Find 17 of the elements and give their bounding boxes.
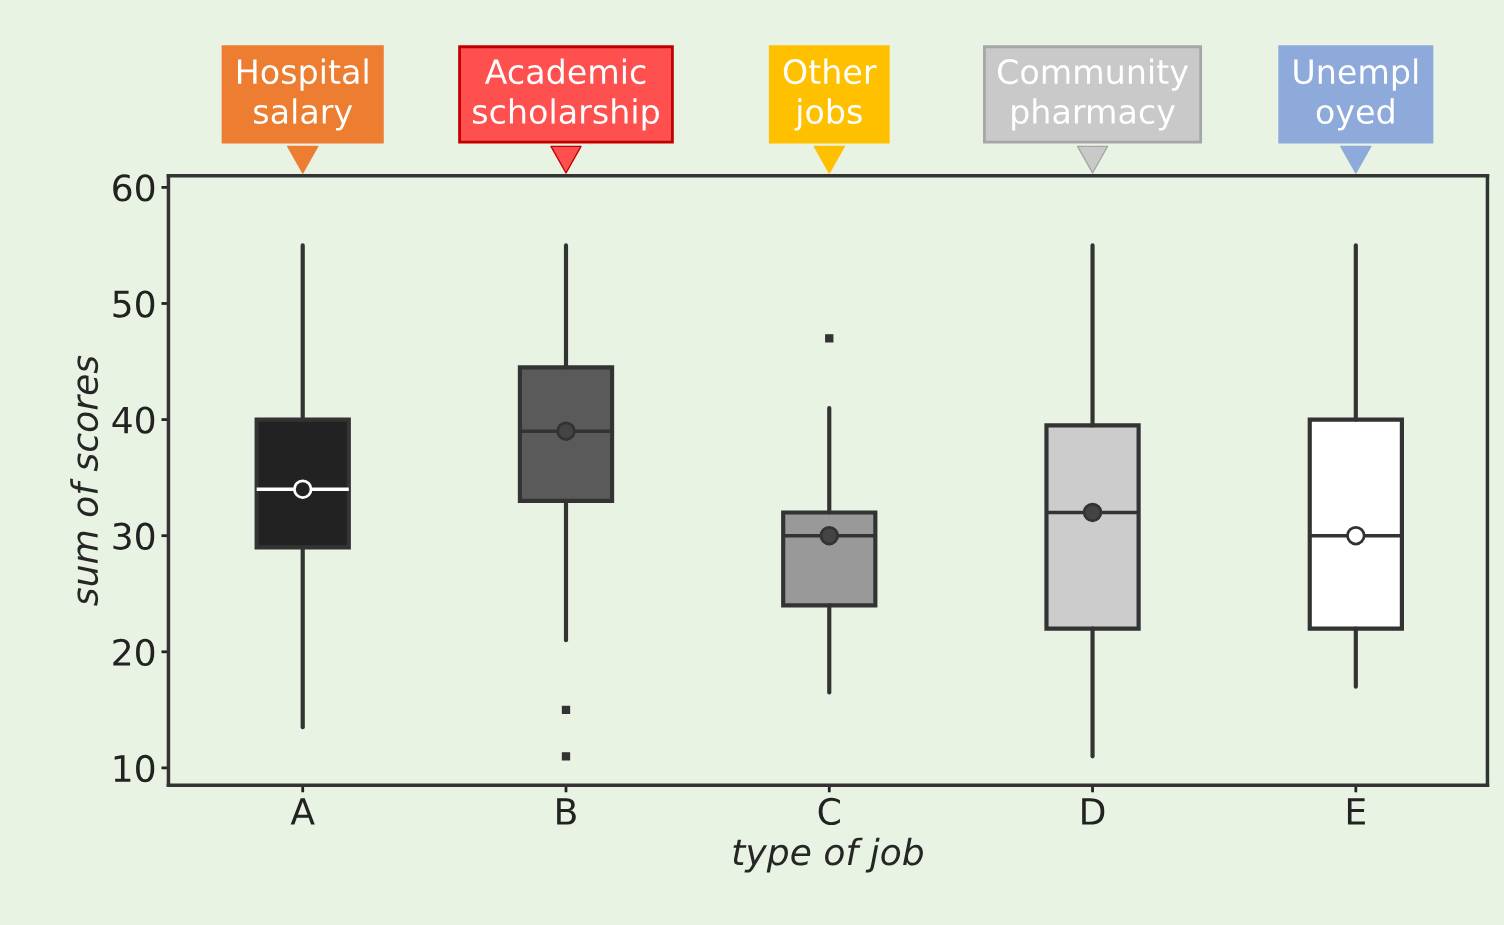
x-tick-label: E: [1347, 798, 1365, 825]
x-tick-label: A: [290, 798, 315, 825]
y-tick-label: 20: [113, 638, 155, 667]
y-axis-title: sum of scores: [70, 355, 99, 606]
text: Unempl oyed: [1294, 58, 1418, 131]
x-tick-label: D: [1082, 798, 1105, 825]
y-tick-label: 50: [113, 290, 155, 318]
y-tick-label: 40: [112, 406, 155, 434]
y-tick-label: 10: [114, 754, 155, 783]
text: Other jobs: [783, 58, 877, 131]
x-tick-label: C: [818, 797, 840, 826]
y-tick-label: 30: [113, 522, 155, 550]
text: Academic scholarship: [473, 58, 659, 131]
text: Hospital salary: [237, 58, 368, 131]
x-tick-label: B: [557, 798, 576, 825]
x-axis-title: type of job: [733, 837, 923, 873]
y-tick-label: 60: [113, 174, 155, 202]
